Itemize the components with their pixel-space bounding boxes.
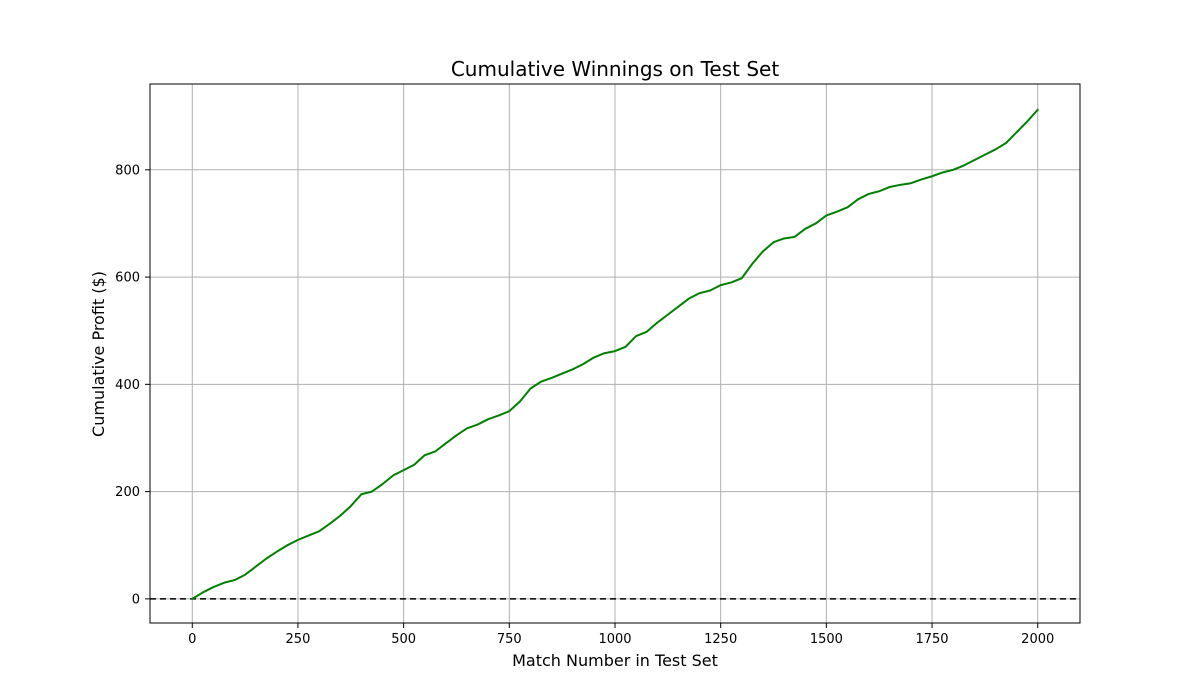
y-tick-label: 400 [115,378,140,393]
x-tick-label: 1000 [598,632,631,647]
cumulative-profit-line [191,108,1039,600]
series-group [191,108,1039,600]
x-tick-label: 250 [286,632,311,647]
axis-ticks: 0 250 500 750 1000 1250 1500 1750 2000 0 200 400 600… [115,163,1054,647]
x-tick-label: 750 [497,632,522,647]
x-axis-label: Match Number in Test Set [512,651,718,670]
x-tick-label: 1500 [810,632,843,647]
x-tick-label: 500 [391,632,416,647]
chart-title: Cumulative Winnings on Test Set [451,57,779,81]
x-tick-label: 2000 [1021,632,1054,647]
y-tick-label: 0 [132,592,140,607]
x-tick-label: 0 [188,632,196,647]
x-tick-label: 1250 [704,632,737,647]
y-axis-label: Cumulative Profit ($) [89,271,108,437]
y-tick-label: 600 [115,271,140,286]
y-tick-label: 800 [115,163,140,178]
x-tick-label: 1750 [915,632,948,647]
y-tick-label: 200 [115,485,140,500]
